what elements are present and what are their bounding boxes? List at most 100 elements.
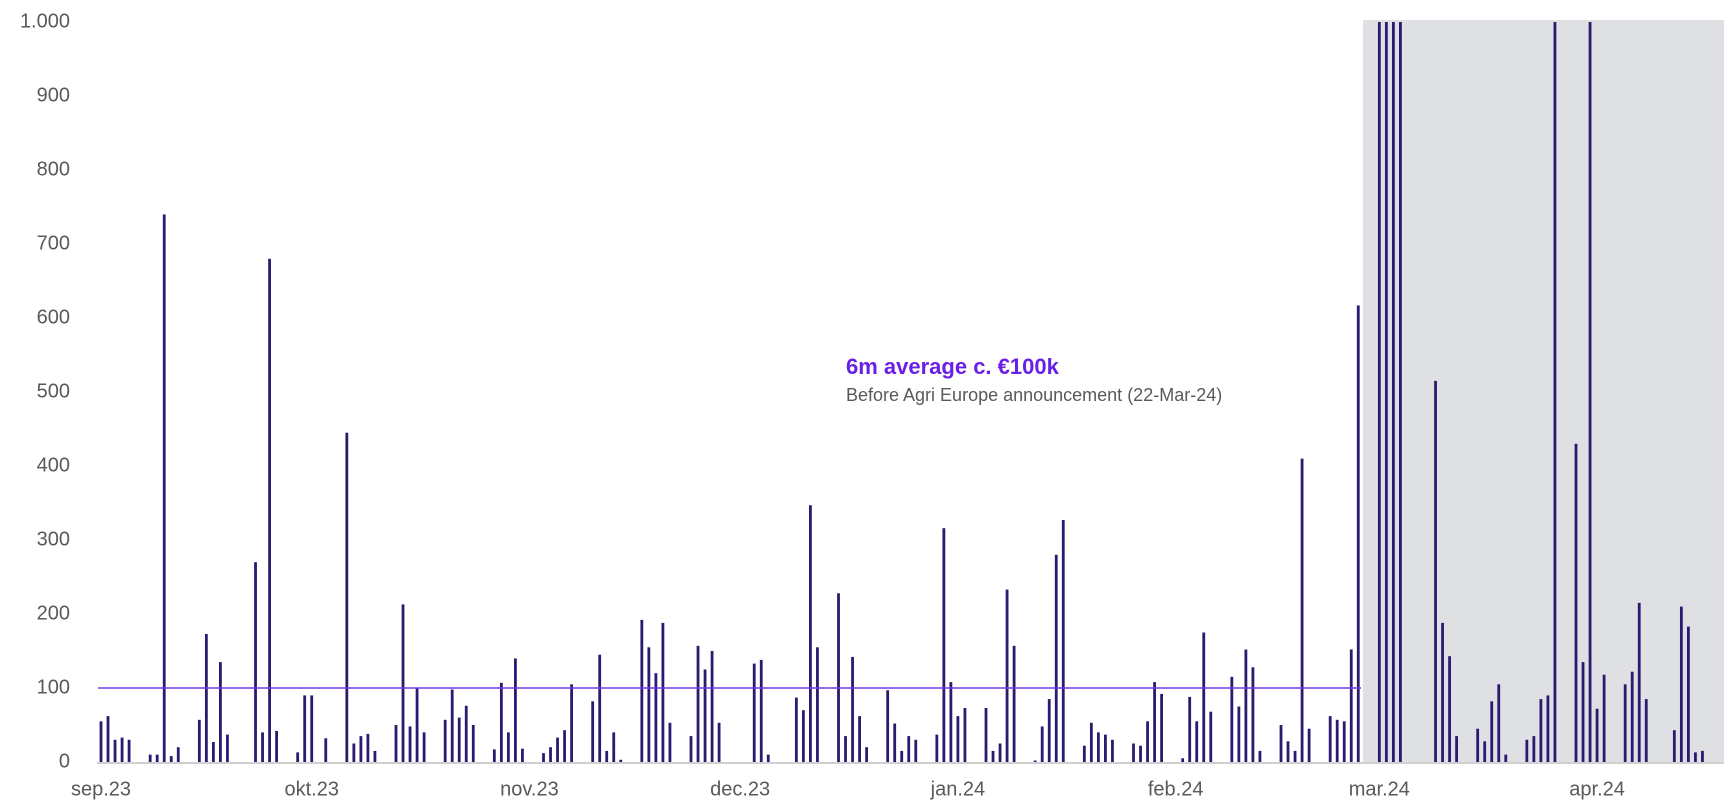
x-tick-label: jan.24 — [930, 778, 986, 800]
bar — [1546, 695, 1550, 762]
bar — [408, 726, 412, 762]
bar — [1104, 734, 1107, 762]
y-tick-label: 800 — [37, 158, 70, 180]
y-tick-label: 700 — [37, 232, 70, 254]
bar — [1490, 701, 1494, 762]
bar — [464, 705, 468, 762]
bar — [443, 719, 447, 762]
bar — [703, 669, 707, 762]
bar — [1637, 602, 1641, 762]
bar — [1504, 754, 1508, 762]
annotation-title: 6m average c. €100k — [846, 354, 1060, 379]
bar — [1237, 706, 1241, 762]
bar — [303, 695, 307, 762]
bar — [1230, 676, 1234, 762]
bar — [1251, 667, 1255, 762]
bar — [1391, 22, 1395, 762]
bar — [1202, 632, 1206, 762]
y-tick-label: 300 — [37, 528, 70, 550]
bar — [668, 722, 672, 762]
x-tick-label: mar.24 — [1349, 778, 1410, 800]
bar — [1602, 674, 1606, 762]
bar — [1595, 708, 1599, 762]
bar — [352, 743, 356, 762]
bar — [1111, 739, 1114, 762]
bar — [984, 707, 988, 762]
bar — [1455, 736, 1459, 762]
x-tick-label: dec.23 — [710, 778, 770, 800]
bar — [766, 754, 770, 762]
bar — [1054, 554, 1058, 762]
bar — [1139, 745, 1142, 762]
bar — [1188, 696, 1192, 762]
bar — [113, 739, 117, 762]
bar — [169, 756, 173, 762]
bar — [1082, 745, 1086, 762]
bar — [1335, 719, 1339, 762]
bar — [1146, 721, 1149, 762]
bar — [1047, 699, 1051, 762]
bar — [858, 716, 861, 762]
bar — [1377, 22, 1381, 762]
bar — [1089, 722, 1093, 762]
bar — [619, 759, 623, 762]
bar — [1132, 743, 1135, 762]
bar — [1399, 22, 1402, 762]
bar — [1356, 305, 1360, 762]
y-tick-label: 600 — [37, 306, 70, 328]
bar — [219, 662, 222, 762]
bar — [1672, 730, 1676, 762]
bar — [717, 722, 721, 762]
bar — [851, 656, 854, 762]
bar — [605, 750, 609, 762]
bar — [261, 732, 264, 762]
bar — [521, 748, 524, 762]
y-tick-label: 1.000 — [20, 10, 70, 32]
x-tick-label: okt.23 — [284, 778, 338, 800]
bar — [401, 604, 405, 762]
bar — [1701, 750, 1704, 762]
bar — [794, 697, 798, 762]
bar — [275, 730, 278, 762]
bar — [1476, 728, 1480, 762]
bar — [809, 505, 812, 762]
bar — [1012, 645, 1016, 762]
bar — [506, 732, 510, 762]
bar — [591, 701, 595, 762]
bar — [689, 736, 693, 762]
bar — [1679, 606, 1683, 762]
bar — [556, 737, 559, 762]
bar — [254, 562, 257, 762]
bar — [837, 593, 840, 762]
bar — [359, 736, 363, 762]
bar — [197, 719, 201, 762]
bar — [935, 734, 939, 762]
y-tick-label: 200 — [37, 602, 70, 624]
bar — [696, 645, 700, 762]
bar — [1033, 760, 1037, 762]
bar — [492, 749, 496, 762]
bar — [1244, 649, 1248, 762]
bar — [991, 750, 995, 762]
bar — [99, 721, 103, 762]
bar — [1553, 22, 1557, 762]
bar — [310, 695, 314, 762]
bar — [1483, 741, 1487, 762]
bar — [1279, 725, 1283, 762]
bar — [324, 738, 328, 762]
bar — [1441, 622, 1444, 762]
bar — [563, 730, 566, 762]
bar — [865, 747, 869, 762]
y-tick-label: 0 — [59, 750, 70, 772]
bar — [1630, 671, 1634, 762]
bar — [1300, 458, 1304, 762]
bar — [1307, 728, 1311, 762]
x-tick-label: nov.23 — [500, 778, 559, 800]
bar — [570, 684, 573, 762]
bar — [949, 682, 953, 762]
bar — [1581, 662, 1585, 762]
bar — [415, 688, 419, 762]
bar — [907, 736, 911, 762]
bar — [457, 717, 461, 762]
bar — [366, 733, 370, 762]
